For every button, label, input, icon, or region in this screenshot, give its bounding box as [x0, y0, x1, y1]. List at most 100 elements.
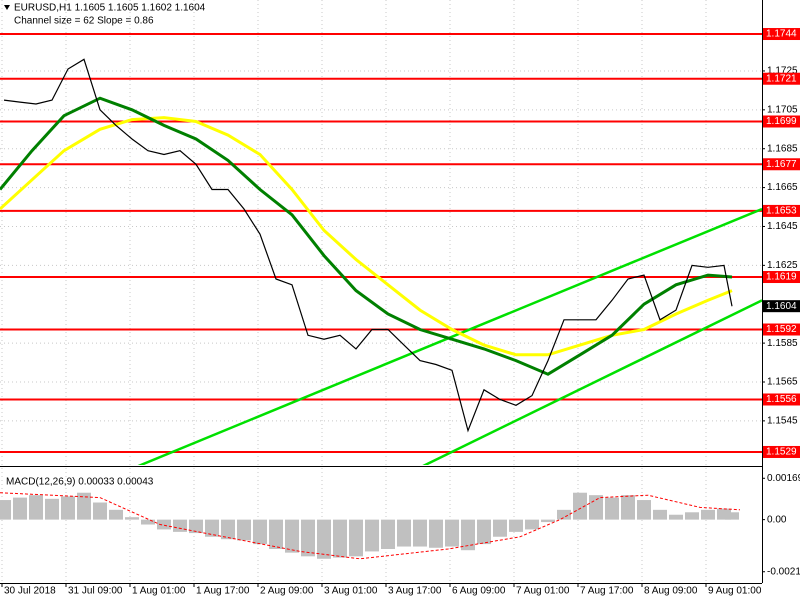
histogram-bar — [125, 517, 139, 520]
y-tick-label: 1.1585 — [767, 338, 798, 349]
x-tick-label: 1 Aug 17:00 — [196, 586, 250, 597]
collapse-icon[interactable] — [4, 5, 10, 10]
level-label: 1.1529 — [766, 447, 797, 458]
histogram-bar — [269, 519, 283, 549]
histogram-bar — [61, 496, 75, 520]
histogram-bar — [413, 519, 427, 547]
histogram-bar — [29, 495, 43, 520]
x-tick-label: 3 Aug 17:00 — [388, 586, 442, 597]
histogram-bar — [717, 508, 731, 520]
histogram-bar — [237, 519, 251, 541]
y-tick-label: 1.1625 — [767, 260, 798, 271]
x-tick-label: 30 Jul 2018 — [4, 586, 56, 597]
y-tick-label: 1.1685 — [767, 143, 798, 154]
histogram-bar — [189, 519, 203, 534]
level-label-box — [763, 72, 800, 85]
x-tick-label: 7 Aug 17:00 — [580, 586, 634, 597]
channel-line — [137, 207, 762, 465]
histogram-bar — [381, 519, 395, 549]
y-tick-label: 1.1705 — [767, 104, 798, 115]
histogram-bar — [317, 519, 331, 559]
last-price-box — [763, 300, 800, 313]
histogram-bar — [141, 519, 155, 525]
level-label-box — [763, 445, 800, 458]
chart-title: EURUSD,H1 1.1605 1.1605 1.1602 1.1604 — [14, 3, 206, 14]
x-tick-label: 3 Aug 01:00 — [324, 586, 378, 597]
price-line — [3, 58, 733, 433]
histogram-bar — [221, 519, 235, 540]
level-label: 1.1721 — [766, 73, 797, 84]
histogram-bar — [525, 519, 539, 530]
histogram-bar — [725, 512, 739, 520]
level-label: 1.1556 — [766, 394, 797, 405]
histogram-bar — [509, 519, 523, 532]
level-label-box — [763, 393, 800, 406]
y-tick-label: 1.1725 — [767, 66, 798, 77]
x-tick-label: 6 Aug 09:00 — [452, 586, 506, 597]
histogram-bar — [429, 519, 443, 548]
plot-group — [0, 492, 741, 560]
level-label: 1.1653 — [766, 206, 797, 217]
x-tick-label: 7 Aug 01:00 — [516, 586, 570, 597]
histogram-bar — [333, 519, 347, 558]
y-tick-label: 0.00 — [767, 514, 787, 525]
histogram-bar — [0, 500, 11, 520]
histogram-bar — [109, 509, 123, 520]
histogram-bar — [205, 519, 219, 537]
level-label-box — [763, 323, 800, 336]
moving-average — [0, 96, 733, 376]
level-label-box — [763, 158, 800, 171]
histogram-bar — [397, 519, 411, 547]
indicator-label: MACD(12,26,9) 0.00033 0.00043 — [6, 477, 154, 488]
y-tick-label: 1.1565 — [767, 377, 798, 388]
histogram-bar — [653, 509, 667, 520]
level-label-box — [763, 271, 800, 284]
y-tick-label: 1.1645 — [767, 221, 798, 232]
plot-group — [0, 33, 762, 465]
channel-line — [422, 299, 762, 465]
histogram-bar — [605, 497, 619, 520]
level-label-box — [763, 204, 800, 217]
histogram-bar — [461, 519, 475, 551]
histogram-bar — [173, 519, 187, 532]
histogram-bar — [285, 519, 299, 553]
histogram-bar — [77, 492, 91, 520]
histogram-bar — [701, 509, 715, 520]
level-label-box — [763, 28, 800, 41]
y-tick-label: 1.1665 — [767, 182, 798, 193]
histogram-bar — [669, 514, 683, 520]
chart-subtitle: Channel size = 62 Slope = 0.86 — [14, 16, 154, 27]
histogram-bar — [13, 497, 27, 520]
x-tick-label: 9 Aug 01:00 — [708, 586, 762, 597]
level-label: 1.1592 — [766, 324, 797, 335]
histogram-bar — [45, 498, 59, 520]
y-tick-label: -0.00213 — [767, 566, 800, 577]
histogram-bar — [493, 519, 507, 537]
level-label: 1.1699 — [766, 116, 797, 127]
histogram-bar — [301, 519, 315, 557]
x-tick-label: 31 Jul 09:00 — [68, 586, 123, 597]
histogram-bar — [589, 495, 603, 520]
histogram-bar — [93, 502, 107, 520]
histogram-bar — [541, 519, 555, 523]
histogram-bar — [685, 512, 699, 520]
level-label: 1.1677 — [766, 159, 797, 170]
last-price-label: 1.1604 — [766, 301, 797, 312]
level-label-box — [763, 115, 800, 128]
histogram-bar — [445, 519, 459, 547]
x-tick-label: 2 Aug 09:00 — [260, 586, 314, 597]
histogram-bar — [557, 509, 571, 520]
histogram-bar — [621, 495, 635, 520]
histogram-bar — [349, 519, 363, 557]
level-label: 1.1619 — [766, 272, 797, 283]
histogram-bar — [573, 492, 587, 520]
histogram-bar — [157, 519, 171, 530]
moving-average — [0, 116, 733, 357]
signal-line — [0, 492, 741, 560]
level-label: 1.1744 — [766, 29, 797, 40]
histogram-bar — [637, 500, 651, 520]
y-tick-label: 0.00169 — [767, 473, 800, 484]
x-tick-label: 1 Aug 01:00 — [132, 586, 186, 597]
histogram-bar — [253, 519, 267, 545]
